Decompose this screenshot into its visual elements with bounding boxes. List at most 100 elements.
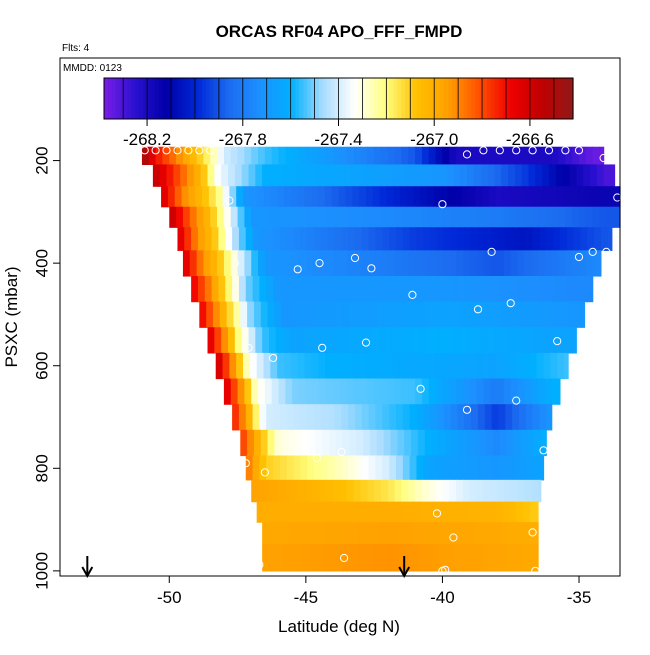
heatmap-cell <box>293 275 301 303</box>
colorbar-swatch <box>397 78 402 119</box>
colorbar-swatch <box>522 78 527 119</box>
heatmap-cell <box>467 164 475 187</box>
colorbar-swatch <box>338 78 344 119</box>
observation-point <box>528 146 537 155</box>
heatmap-cell <box>587 227 595 251</box>
heatmap-cell <box>371 164 379 187</box>
heatmap-cell <box>408 378 416 405</box>
colorbar-swatch <box>459 78 465 119</box>
colorbar-swatch <box>549 78 555 119</box>
heatmap-cell <box>516 352 524 380</box>
heatmap-cell <box>417 301 426 328</box>
heatmap-cell <box>532 227 541 251</box>
heatmap-cell <box>285 206 293 228</box>
heatmap-cell <box>340 206 348 228</box>
heatmap-cell <box>453 327 461 354</box>
colorbar-swatch <box>291 78 297 119</box>
heatmap-cell <box>348 404 356 431</box>
heatmap-cell <box>450 404 459 431</box>
heatmap-cell <box>475 501 483 523</box>
heatmap-cell <box>252 404 261 431</box>
heatmap-cell <box>394 378 403 405</box>
observation-point <box>244 343 253 352</box>
heatmap-cell <box>434 352 442 380</box>
colorbar-swatch <box>318 78 324 119</box>
heatmap-cell <box>230 250 239 277</box>
heatmap-cell <box>564 352 569 380</box>
heatmap-cell <box>323 543 332 572</box>
heatmap-cell <box>402 455 411 481</box>
heatmap-cell <box>173 164 181 187</box>
heatmap-cell <box>436 227 445 251</box>
heatmap-cell <box>401 146 409 166</box>
observation-point <box>539 446 548 455</box>
heatmap-cell <box>494 164 502 187</box>
heatmap-cell <box>592 250 601 277</box>
heatmap-cell <box>472 301 480 328</box>
observation-point <box>184 146 193 155</box>
heatmap-cell <box>169 206 177 228</box>
heatmap-cell <box>434 186 442 208</box>
heatmap-cell <box>401 250 409 277</box>
colorbar-swatch <box>557 78 562 119</box>
heatmap-cell <box>334 404 342 431</box>
heatmap-cell <box>206 301 214 328</box>
heatmap-cell <box>197 227 206 251</box>
heatmap-cell <box>521 327 530 354</box>
heatmap-cell <box>237 206 245 228</box>
heatmap-cell <box>471 455 479 481</box>
heatmap-cell <box>293 227 301 251</box>
heatmap-cell <box>553 275 561 303</box>
colorbar-swatch <box>158 78 164 119</box>
heatmap-cell <box>232 275 240 303</box>
heatmap-cell <box>292 479 300 503</box>
observation-point <box>206 146 215 155</box>
heatmap-cell <box>402 275 411 303</box>
heatmap-cell <box>326 378 334 405</box>
heatmap-cell <box>426 543 434 572</box>
colorbar-swatch <box>365 78 371 119</box>
heatmap-cell <box>565 250 573 277</box>
heatmap-cell <box>371 522 379 545</box>
heatmap-cell <box>324 186 333 208</box>
heatmap-cell <box>409 227 418 251</box>
heatmap-cell <box>290 352 299 380</box>
heatmap-cell <box>180 164 188 187</box>
heatmap-cell <box>421 146 430 166</box>
heatmap-cell <box>307 455 315 481</box>
y-axis-label: PSXC (mbar) <box>2 266 21 367</box>
heatmap-cell <box>228 327 236 354</box>
heatmap-cell <box>574 301 583 328</box>
heatmap-cell <box>501 327 509 354</box>
heatmap-cell <box>360 146 368 166</box>
heatmap-cell <box>363 429 371 457</box>
heatmap-cell <box>262 164 270 187</box>
heatmap-cell <box>196 250 205 277</box>
heatmap-cell <box>439 327 448 354</box>
heatmap-cell <box>585 206 594 228</box>
heatmap-cell <box>394 250 403 277</box>
heatmap-cell <box>284 186 292 208</box>
heatmap-cell <box>264 146 273 166</box>
heatmap-cell <box>303 327 311 354</box>
heatmap-cell <box>299 378 307 405</box>
colorbar-swatch <box>182 78 187 119</box>
heatmap-cell <box>510 146 519 166</box>
heatmap-cell <box>428 250 437 277</box>
heatmap-cell <box>491 227 500 251</box>
colorbar-swatch <box>217 78 222 119</box>
heatmap-cell <box>449 206 457 228</box>
heatmap-cell <box>346 146 355 166</box>
heatmap-cell <box>374 479 382 503</box>
heatmap-cell <box>275 164 284 187</box>
colorbar-swatch <box>131 78 136 119</box>
heatmap-cell <box>475 186 483 208</box>
heatmap-cell <box>230 378 239 405</box>
heatmap-cell <box>318 501 326 523</box>
heatmap-cell <box>488 501 497 523</box>
heatmap-cell <box>411 429 419 457</box>
heatmap-cell <box>210 146 218 166</box>
heatmap-cell <box>453 522 461 545</box>
heatmap-cell <box>312 206 321 228</box>
heatmap-cell <box>314 227 322 251</box>
